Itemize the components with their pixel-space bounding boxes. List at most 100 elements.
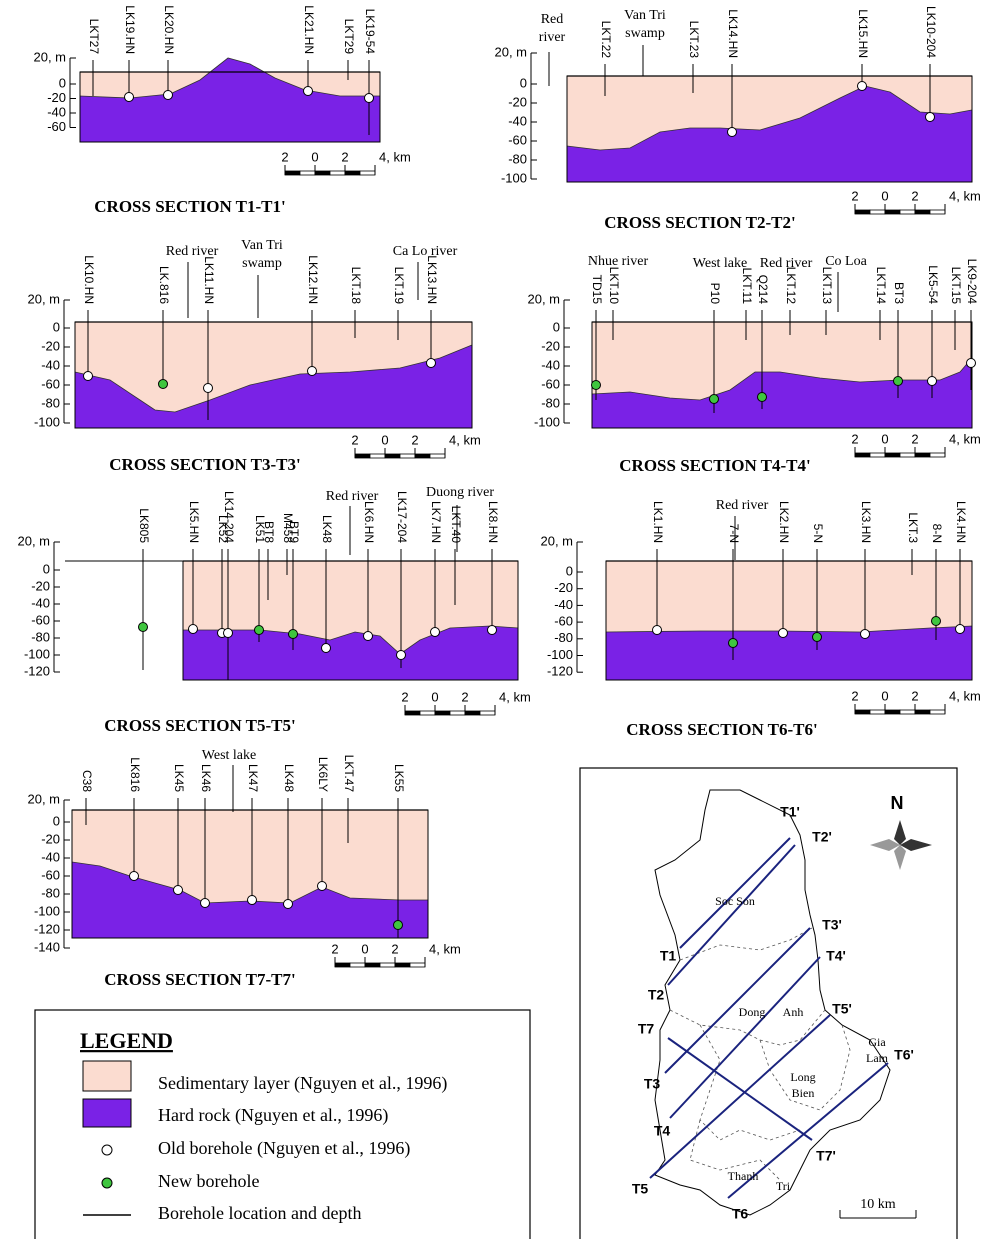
borehole-label: LK46 [199, 764, 213, 792]
new-borehole [710, 395, 719, 404]
feature-label: Red [541, 12, 564, 27]
scale-bar [415, 454, 430, 458]
borehole-label: LKT27 [87, 19, 101, 55]
borehole-label: LK6.HN [362, 501, 376, 543]
borehole-label: C38 [80, 770, 94, 792]
old-borehole [164, 91, 173, 100]
old-borehole [431, 628, 440, 637]
depth-tick-label: 20, m [17, 533, 50, 548]
depth-tick-label: -80 [41, 885, 60, 900]
borehole-label: LK20.HN [162, 5, 176, 54]
scale-bar [885, 453, 900, 457]
scale-bar [915, 710, 930, 714]
section-title: CROSS SECTION T1-T1' [94, 197, 285, 216]
depth-tick-label: 0 [553, 319, 560, 334]
borehole-label: LK4.HN [954, 501, 968, 543]
borehole-label: LK13.HN [425, 255, 439, 304]
place-label: Soc Son [715, 894, 755, 908]
section-title: CROSS SECTION T4-T4' [619, 456, 810, 475]
scale-bar [885, 710, 900, 714]
scale-bar [330, 171, 345, 175]
depth-tick-label: -60 [41, 376, 60, 391]
borehole-label: BT3 [892, 282, 906, 304]
feature-label: swamp [625, 26, 665, 41]
depth-tick-label: -40 [31, 595, 50, 610]
old-borehole [779, 629, 788, 638]
borehole-label: LKT.18 [349, 267, 363, 305]
section-end-label: T6' [894, 1047, 914, 1063]
feature-label: Red river [716, 498, 769, 513]
section-end-label: T5' [832, 1001, 852, 1017]
borehole-label: LKT29 [342, 19, 356, 55]
section-title: CROSS SECTION T5-T5' [104, 716, 295, 735]
old-borehole [284, 900, 293, 909]
depth-tick-label: 20, m [27, 291, 60, 306]
depth-tick-label: 20, m [494, 44, 527, 59]
old-borehole [397, 651, 406, 660]
depth-tick-label: -80 [41, 395, 60, 410]
depth-tick-label: -20 [41, 831, 60, 846]
legend-marker [102, 1145, 112, 1155]
new-borehole [255, 626, 264, 635]
section-end-label: T4 [654, 1123, 671, 1139]
section-title: CROSS SECTION T7-T7' [104, 970, 295, 989]
scale-bar [900, 210, 915, 214]
scale-bar [855, 210, 870, 214]
place-label: Dong [739, 1005, 766, 1019]
scale-bar [345, 171, 360, 175]
depth-tick-label: -100 [501, 170, 527, 185]
scale-bar [930, 210, 945, 214]
borehole-label: LK17-204 [395, 491, 409, 543]
scale-label: 4, km [429, 941, 461, 956]
depth-tick-label: -100 [34, 414, 60, 429]
scale-label: 4, km [499, 689, 531, 704]
borehole-label: LKT.15 [949, 267, 963, 305]
scale-label: 2 [911, 188, 918, 203]
scale-label: 2 [341, 149, 348, 164]
scale-bar [385, 454, 400, 458]
borehole-label: 5-N [811, 524, 825, 543]
feature-label: swamp [242, 256, 282, 271]
borehole-label: LK19-54 [363, 9, 377, 55]
borehole-label: LK9-204 [965, 259, 979, 305]
depth-tick-label: -140 [34, 939, 60, 954]
scale-bar [855, 453, 870, 457]
borehole-label: LK47 [246, 764, 260, 792]
scale-label: 2 [411, 432, 418, 447]
feature-label: Co Loa [825, 254, 867, 269]
scale-label: 2 [351, 432, 358, 447]
scale-bar [285, 171, 300, 175]
borehole-label: LK11.HN [202, 256, 216, 304]
borehole-label: LK5-54 [926, 265, 940, 304]
depth-tick-label: -80 [508, 151, 527, 166]
scale-label: 2 [391, 941, 398, 956]
borehole-label: LK55 [392, 764, 406, 792]
feature-label: Red river [166, 244, 219, 259]
scale-label: 2 [461, 689, 468, 704]
borehole-label: LK3.HN [859, 501, 873, 543]
section-end-label: T7 [638, 1021, 655, 1037]
borehole-label: 7-N [727, 524, 741, 543]
scale-label: 0 [881, 431, 888, 446]
scale-bar [900, 710, 915, 714]
new-borehole [289, 630, 298, 639]
old-borehole [861, 630, 870, 639]
feature-label: Ca Lo river [393, 244, 458, 259]
depth-tick-label: 0 [53, 319, 60, 334]
scale-label: 2 [401, 689, 408, 704]
new-borehole [758, 393, 767, 402]
scale-label: 0 [881, 688, 888, 703]
depth-tick-label: -40 [508, 113, 527, 128]
scale-label: 2 [331, 941, 338, 956]
borehole-label: LK816 [128, 757, 142, 792]
feature-label: Duong river [426, 485, 494, 500]
section-end-label: T3' [822, 917, 842, 933]
scale-bar [885, 210, 900, 214]
section-end-label: T5 [632, 1181, 649, 1197]
scale-bar [430, 454, 445, 458]
legend-swatch [83, 1061, 131, 1091]
depth-tick-label: -40 [541, 357, 560, 372]
old-borehole [304, 87, 313, 96]
borehole-label: LK805 [137, 508, 151, 543]
scale-bar [410, 963, 425, 967]
